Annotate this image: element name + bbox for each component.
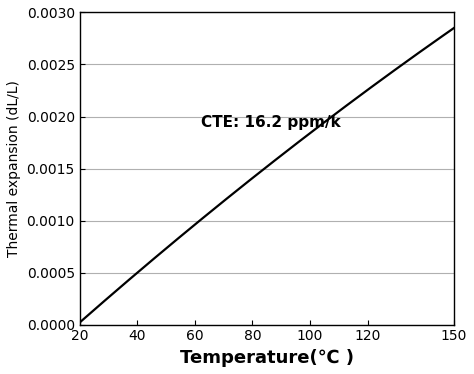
Text: CTE: 16.2 ppm/k: CTE: 16.2 ppm/k [201,115,340,130]
X-axis label: Temperature(℃ ): Temperature(℃ ) [180,349,354,367]
Y-axis label: Thermal expansion (dL/L): Thermal expansion (dL/L) [7,80,21,257]
